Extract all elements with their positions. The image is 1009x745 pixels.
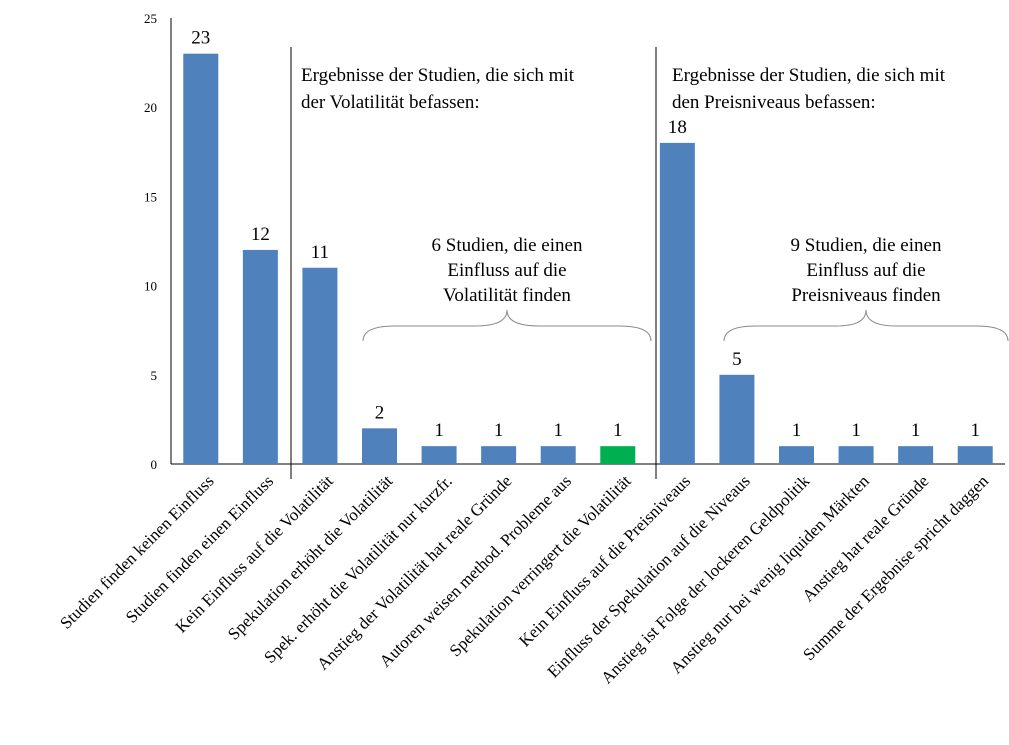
bar: [600, 446, 636, 464]
volatility-header-line-1: Ergebnisse der Studien, die sich mit: [301, 65, 575, 86]
data-label: 1: [970, 420, 980, 441]
bar: [481, 446, 517, 464]
bar: [362, 428, 397, 464]
y-tick-label: 20: [144, 100, 157, 115]
volatility-header: Ergebnisse der Studien, die sich mit der…: [301, 65, 575, 113]
bar: [838, 446, 874, 464]
price-header-line-2: den Preisniveaus befassen:: [672, 92, 876, 113]
data-label: 1: [851, 420, 861, 441]
volatility-brace-line-1: 6 Studien, die einen: [432, 235, 583, 256]
volatility-brace-label: 6 Studien, die einen Einfluss auf die Vo…: [432, 235, 583, 306]
data-label: 11: [311, 242, 329, 263]
volatility-brace-line-2: Einfluss auf die: [447, 260, 566, 281]
data-label: 2: [375, 402, 385, 423]
volatility-header-line-2: der Volatilität befassen:: [301, 92, 480, 113]
data-label: 1: [434, 420, 444, 441]
bar: [719, 374, 755, 464]
volatility-brace-line-3: Volatilität finden: [443, 285, 571, 306]
bar: [302, 267, 338, 464]
price-brace-label: 9 Studien, die einen Einfluss auf die Pr…: [791, 235, 942, 306]
data-label: 5: [732, 349, 742, 370]
y-tick-label: 25: [144, 11, 157, 26]
data-label: 23: [191, 28, 210, 49]
y-tick-label: 0: [151, 457, 158, 472]
price-header: Ergebnisse der Studien, die sich mit den…: [672, 65, 946, 113]
bar: [242, 249, 278, 464]
y-tick-label: 5: [151, 368, 158, 383]
bar: [898, 446, 934, 464]
data-label: 1: [553, 420, 563, 441]
data-label: 1: [792, 420, 802, 441]
bars: [183, 53, 993, 465]
bar: [957, 446, 993, 464]
price-brace-line-1: 9 Studien, die einen: [791, 235, 942, 256]
price-header-line-1: Ergebnisse der Studien, die sich mit: [672, 65, 946, 86]
bar: [659, 142, 695, 464]
y-axis: 0 5 10 15 20 25: [144, 11, 172, 472]
bar: [421, 446, 457, 464]
bar: [183, 53, 219, 465]
y-tick-label: 15: [144, 189, 157, 204]
price-brace: [723, 309, 1009, 342]
price-brace-line-2: Einfluss auf die: [806, 260, 925, 281]
data-label: 1: [494, 420, 504, 441]
volatility-brace: [362, 309, 652, 342]
data-label: 1: [911, 420, 921, 441]
x-tick-label: Anstieg ist Folge der lockeren Geldpolit…: [597, 471, 813, 687]
y-tick-labels: 0 5 10 15 20 25: [144, 11, 157, 472]
bar: [779, 446, 814, 464]
y-tick-label: 10: [144, 279, 157, 294]
data-label: 1: [613, 420, 623, 441]
price-brace-line-3: Preisniveaus finden: [791, 285, 941, 306]
data-label: 12: [251, 224, 270, 245]
data-label: 18: [668, 117, 687, 138]
bar: [540, 446, 576, 464]
